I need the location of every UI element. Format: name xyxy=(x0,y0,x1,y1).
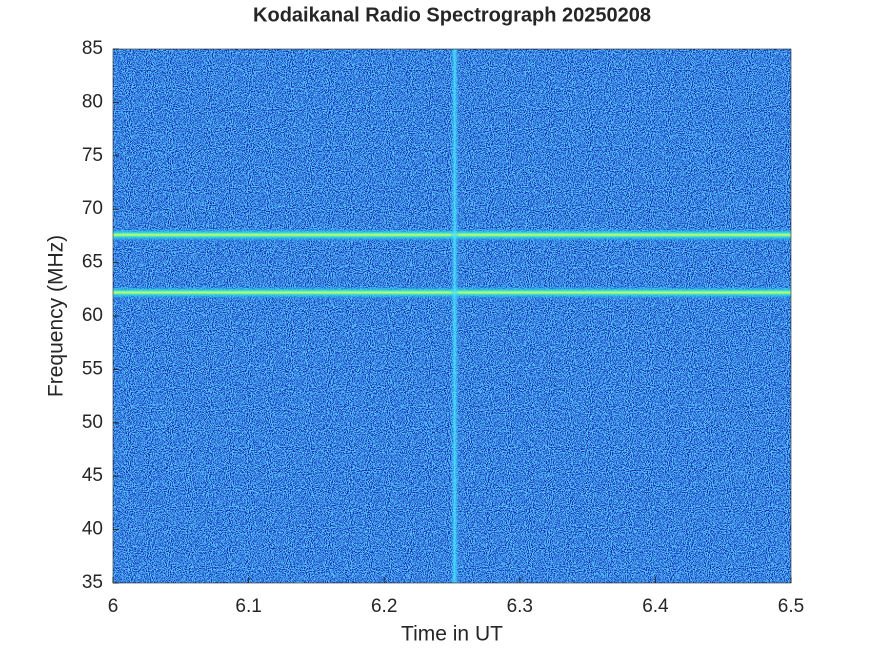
y-tick-label: 65 xyxy=(82,252,103,273)
x-tick-label: 6.5 xyxy=(778,596,804,617)
plot-marks xyxy=(113,49,791,583)
y-tick-label: 85 xyxy=(82,38,103,59)
x-tick-label: 6.2 xyxy=(371,596,397,617)
y-tick-label: 75 xyxy=(82,145,103,166)
y-tick-label: 35 xyxy=(82,572,103,593)
x-tick-label: 6.3 xyxy=(507,596,533,617)
y-tick-label: 60 xyxy=(82,305,103,326)
vertical-band xyxy=(450,49,459,583)
chart-title: Kodaikanal Radio Spectrograph 20250208 xyxy=(253,4,651,26)
y-tick-label: 80 xyxy=(82,91,103,112)
x-axis-label: Time in UT xyxy=(401,623,503,646)
y-tick-label: 40 xyxy=(82,519,103,540)
y-tick-label: 45 xyxy=(82,465,103,486)
x-tick-label: 6 xyxy=(108,596,119,617)
y-tick-label: 70 xyxy=(82,198,103,219)
x-tick-label: 6.4 xyxy=(642,596,669,617)
y-tick-label: 50 xyxy=(82,412,103,433)
x-tick-label: 6.1 xyxy=(235,596,261,617)
y-tick-label: 55 xyxy=(82,358,103,379)
y-axis-label: Frequency (MHz) xyxy=(45,235,68,397)
